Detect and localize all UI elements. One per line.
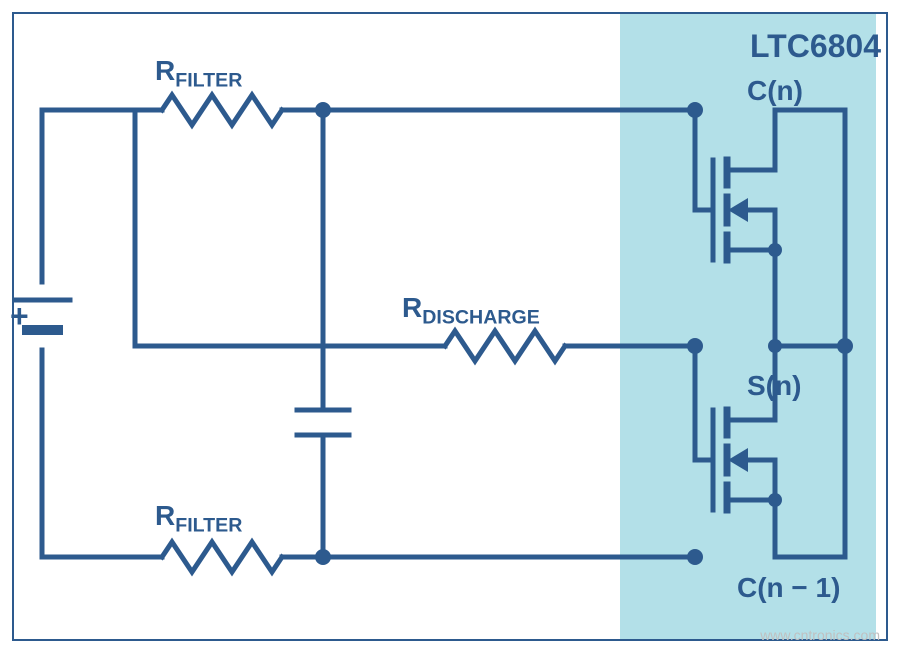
junction-dot-top (315, 102, 331, 118)
watermark: www.cntronics.com (760, 627, 880, 643)
junction-dot-cn1 (687, 549, 703, 565)
resistor-rdischarge (445, 331, 565, 361)
label-pin-cn: C(n) (747, 75, 803, 107)
ic-label: LTC6804 (750, 28, 881, 65)
junction-dot-mosfet-bot-source (768, 493, 782, 507)
label-rfilter-top: RFILTER (155, 55, 242, 93)
label-rfilter-bottom-main: R (155, 500, 175, 531)
label-rfilter-top-main: R (155, 55, 175, 86)
label-rdischarge-main: R (402, 292, 422, 323)
battery-plus-label: + (10, 298, 29, 335)
resistor-rfilter-bottom (162, 542, 282, 572)
label-pin-cn1: C(n − 1) (737, 572, 840, 604)
label-rfilter-bottom: RFILTER (155, 500, 242, 538)
label-rdischarge: RDISCHARGE (402, 292, 540, 330)
junction-dot-bus-mid (837, 338, 853, 354)
label-rfilter-top-sub: FILTER (175, 70, 242, 92)
junction-dot-mosfet-mid (768, 339, 782, 353)
label-rfilter-bottom-sub: FILTER (175, 515, 242, 537)
junction-dot-bottom (315, 549, 331, 565)
label-pin-sn: S(n) (747, 370, 801, 402)
junction-dot-cn (687, 102, 703, 118)
junction-dot-mosfet-top-source (768, 243, 782, 257)
junction-dot-sn (687, 338, 703, 354)
resistor-rfilter-top (162, 95, 282, 125)
label-rdischarge-sub: DISCHARGE (422, 307, 540, 329)
